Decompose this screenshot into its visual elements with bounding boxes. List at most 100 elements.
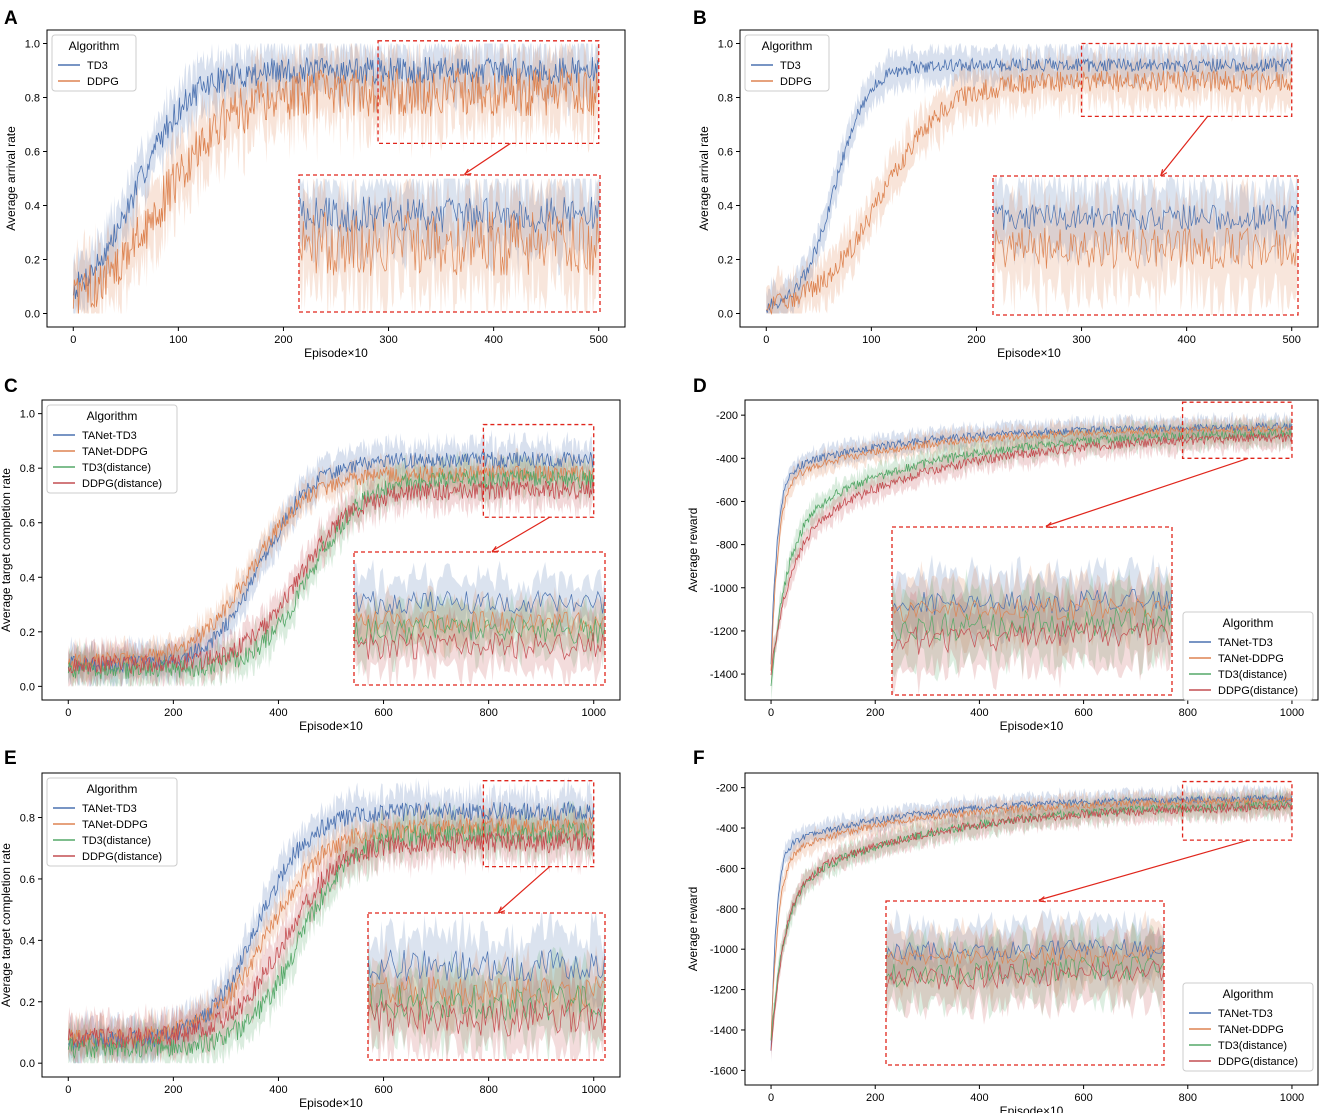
x-tick-label: 400 [1177, 334, 1195, 346]
inset-plot [892, 554, 1172, 695]
inset-band-0 [299, 178, 600, 278]
legend-title: Algorithm [87, 782, 138, 796]
y-tick-label: 0.2 [20, 997, 35, 1009]
legend-label: DDPG [87, 76, 119, 88]
x-tick-label: 0 [763, 334, 769, 346]
x-tick-label: 400 [484, 334, 502, 346]
x-tick-label: 200 [967, 334, 985, 346]
y-tick-label: 0.6 [25, 147, 40, 159]
inset-background [892, 527, 1172, 695]
confidence-band-0 [68, 776, 594, 1064]
series-line-1 [72, 67, 600, 314]
confidence-band-2 [771, 788, 1292, 1051]
y-tick-label: 0.8 [718, 93, 733, 105]
series-line-1 [770, 425, 1293, 671]
chart-panel-d: D 0 200 400 600 800 1000 -1400 -1200 -1000 -800 -60… [686, 376, 1319, 733]
legend-label: DDPG [780, 76, 812, 88]
x-tick-label: 200 [164, 1084, 182, 1096]
axes-frame [739, 29, 1319, 328]
series-line-3 [67, 480, 595, 674]
legend-label: TANet-TD3 [1218, 1008, 1273, 1020]
inset-band-1 [299, 178, 600, 312]
zoom-region [1181, 401, 1293, 459]
chart-panel-a: A 0 100 200 300 400 500 0.0 0.2 0.4 0.6 0.8 1.0 Episo… [4, 8, 626, 360]
y-axis-label: Average arrival rate [4, 126, 18, 231]
plot-area [67, 429, 595, 687]
inset-plot [886, 907, 1164, 1025]
confidence-band-3 [771, 419, 1292, 688]
chart-panel-e: E 0 200 400 600 800 1000 0.0 0.2 0.4 0.6 0.8 Episode… [0, 748, 621, 1110]
inset-line-2 [368, 984, 605, 1022]
confidence-band-0 [73, 43, 599, 314]
x-tick-label: 100 [862, 334, 880, 346]
legend-label: TD3 [87, 60, 108, 72]
y-tick-label: -200 [716, 410, 738, 422]
x-tick-label: 800 [1179, 1092, 1197, 1104]
zoom-connector [1038, 839, 1249, 901]
confidence-band-1 [68, 447, 594, 685]
inset-band-3 [368, 958, 605, 1060]
zoom-arrowhead [497, 906, 506, 914]
y-tick-label: -1200 [710, 626, 738, 638]
y-tick-label: 0.0 [20, 1058, 35, 1070]
y-tick-label: 0.8 [25, 93, 40, 105]
x-tick-label: 1000 [1280, 707, 1304, 719]
legend-label: TANet-DDPG [1218, 653, 1284, 665]
inset-band-2 [886, 919, 1164, 1020]
axes-frame [41, 399, 621, 701]
inset-band-0 [993, 176, 1298, 273]
y-tick-label: -1400 [710, 669, 738, 681]
zoom-arrowhead [491, 545, 500, 553]
legend-label: TD3(distance) [1218, 1040, 1287, 1052]
y-tick-label: 1.0 [718, 39, 733, 51]
inset-plot [354, 559, 605, 685]
y-tick-label: 0.0 [20, 681, 35, 693]
legend-label: TANet-DDPG [1218, 1024, 1284, 1036]
legend-label: DDPG(distance) [82, 851, 162, 863]
plot-area [770, 411, 1293, 700]
inset-line-1 [368, 976, 605, 1009]
confidence-band-3 [68, 458, 594, 687]
series-line-0 [770, 793, 1293, 1051]
legend-label: DDPG(distance) [1218, 1056, 1298, 1068]
legend-label: DDPG(distance) [82, 478, 162, 490]
inset-line-1 [886, 944, 1164, 969]
zoom-connector [1045, 457, 1249, 527]
legend-label: TD3(distance) [82, 835, 151, 847]
legend-box [1182, 982, 1314, 1072]
series-line-3 [770, 802, 1293, 1051]
series-line-0 [67, 800, 595, 1051]
zoom-connector [491, 516, 550, 552]
panel-letter: B [693, 8, 707, 29]
inset-band-2 [892, 568, 1172, 682]
x-axis-label: Episode×10 [299, 1096, 363, 1110]
y-tick-label: 0.6 [718, 147, 733, 159]
plot-area [72, 43, 600, 314]
legend-box [744, 34, 830, 92]
x-axis-label: Episode×10 [997, 346, 1061, 360]
inset-line-1 [892, 597, 1172, 623]
x-axis-label: Episode×10 [1000, 719, 1064, 733]
legend-label: TANet-TD3 [82, 803, 137, 815]
inset-line-3 [368, 999, 605, 1037]
series-line-1 [766, 69, 1293, 316]
y-tick-label: 0.2 [718, 255, 733, 267]
inset-band-1 [993, 176, 1298, 315]
y-axis-label: Average target completion rate [0, 843, 13, 1007]
axes-frame [41, 772, 621, 1078]
x-tick-label: 100 [169, 334, 187, 346]
y-tick-label: 0.2 [20, 627, 35, 639]
inset-background [886, 901, 1164, 1065]
inset-line-3 [354, 631, 605, 661]
inset-band-3 [354, 604, 605, 685]
y-tick-label: 0.0 [718, 309, 733, 321]
axes-frame [744, 772, 1319, 1086]
x-tick-label: 0 [65, 1084, 71, 1096]
y-tick-label: -400 [716, 823, 738, 835]
inset-frame [353, 551, 606, 686]
confidence-band-3 [68, 807, 594, 1064]
zoom-arrowhead [464, 168, 472, 176]
inset-line-0 [886, 939, 1164, 961]
panel-letter: F [693, 748, 705, 769]
legend-label: TANet-DDPG [82, 819, 148, 831]
